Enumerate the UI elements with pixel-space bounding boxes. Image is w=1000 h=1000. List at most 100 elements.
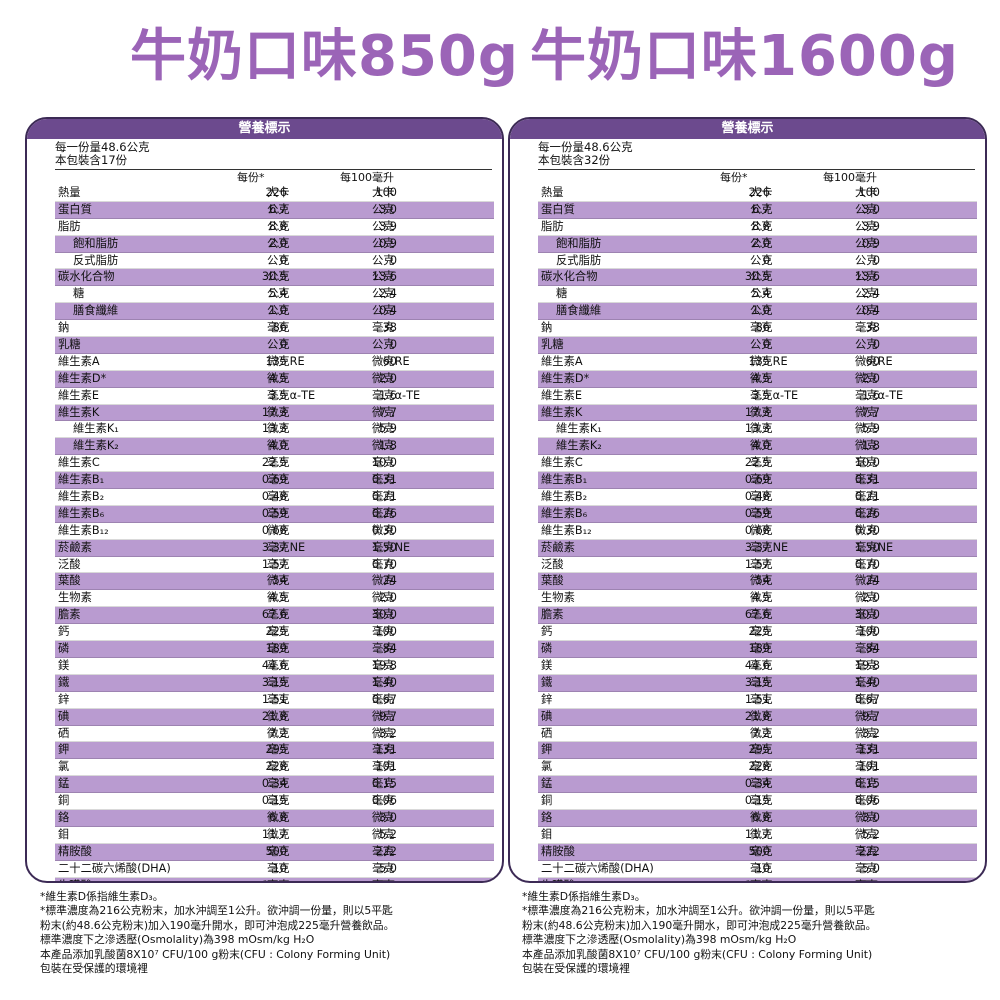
per-serving-unit: 毫克 [750,490,773,504]
nutrient-name: 熱量 [541,186,564,199]
per-100ml-unit: 公克 [372,219,395,233]
per-100ml-unit: 微克 [372,810,395,824]
per-100ml-unit: 毫克 [855,625,878,639]
per-100ml-unit: 公克 [855,304,878,318]
per-serving-value: 226 [748,186,770,199]
per-serving-value: 7.2 [752,726,770,740]
per-100ml-unit: 微克 [372,439,395,453]
nutrient-name: 硒 [541,726,553,740]
nutrition-panel-1600g: 營養標示 每一份量48.6公克 本包裝含32份 每份* 每100毫升 熱量 226 大卡 100… [508,117,987,883]
per-serving-value: 4.5 [269,591,287,605]
footnote-line: 粉末(約48.6公克粉末)加入190毫升開水，即可沖泡成225毫升營養飲品。 [40,918,395,932]
per-100ml-value: 0.67 [371,692,397,706]
per-serving-value: 54 [755,574,770,588]
per-100ml-unit: 微克 [855,574,878,588]
per-100ml-unit: 公克 [855,202,878,216]
per-serving-value: 1.0 [269,304,287,318]
nutrient-name: 維生素C [58,456,100,470]
nutrient-row: 碘 21.8 微克 9.7 微克 [538,708,977,726]
nutrient-name: 二十二碳六烯酸(DHA) [58,861,171,875]
per-serving-unit: 微克 [750,422,773,436]
per-serving-unit: 毫克 [750,777,773,791]
per-100ml-value: 7.7 [862,405,880,419]
nutrient-row: 脂肪 8.8 公克 3.9 公克 [538,218,977,236]
footnote-line: 本產品添加乳酸菌8X10⁷ CFU/100 g粉末(CFU : Colony F… [522,947,873,961]
nutrient-name: 維生素B₂ [541,490,588,504]
nutrient-name: 脂肪 [541,219,564,233]
per-serving-unit: 微克 [750,405,773,419]
per-serving-unit: 微克 [750,591,773,605]
per-100ml-value: 2.0 [862,371,880,385]
per-serving-unit: 毫克 [750,743,773,757]
per-serving-value: 226 [265,186,287,199]
per-100ml-value: 100 [375,625,397,639]
footnote-line: 粉末(約48.6公克粉末)加入190毫升開水，即可沖泡成225毫升營養飲品。 [522,918,877,932]
nutrient-name: 碘 [58,709,70,723]
per-serving-unit: 毫克 [267,777,290,791]
per-serving-value: 0.34 [744,777,770,791]
per-100ml-unit: 微克 [855,810,878,824]
nutrient-row: 維生素B₁₂ 0.68 微克 0.30 微克 [538,522,977,540]
per-serving-value: 10 [755,861,770,875]
nutrient-row: 鋅 1.51 毫克 0.67 毫克 [55,691,494,709]
nutrient-row: 維生素E 3.5 毫克α-TE 1.6 毫克α-TE [538,387,977,405]
per-100ml-value: 19.8 [371,658,397,672]
nutrient-row: 鉀 295 毫克 131 毫克 [538,742,977,760]
per-100ml-unit: 微克 [855,405,878,419]
per-100ml-value: 0.26 [371,506,397,520]
per-serving-unit: 公克 [750,304,773,318]
nutrient-name: 泛酸 [58,557,81,571]
nutrient-row: 維生素B₂ 0.48 毫克 0.21 毫克 [538,489,977,506]
per-serving-value: 86 [272,321,287,335]
per-100ml-unit: 微克 [855,439,878,453]
per-100ml-value: 38 [382,321,397,335]
per-100ml-value: 0.30 [854,523,880,537]
per-100ml-value: 3.9 [862,219,880,233]
nutrient-name: 飽和脂肪 [556,236,602,250]
nutrient-row: 維生素B₆ 0.59 毫克 0.26 毫克 [538,505,977,523]
per-serving-value: 1.51 [744,692,770,706]
per-100ml-unit: 毫克 [855,642,878,656]
per-serving-unit: 毫克 [750,794,773,808]
per-serving-unit: 微克 [267,371,290,385]
per-100ml-value: 1.8 [379,439,397,453]
per-serving-unit: 毫克 [750,760,773,774]
nutrient-row: 膽素 67.6 毫克 30.0 毫克 [55,607,494,625]
nutrient-name: 鎂 [58,658,70,672]
nutrient-row: 鋅 1.51 毫克 0.67 毫克 [538,691,977,709]
nutrient-name: 二十二碳六烯酸(DHA) [541,861,654,875]
per-100ml-unit: 毫克 [855,878,878,881]
nutrient-row: 鉻 6.8 微克 3.0 微克 [538,809,977,827]
nutrient-name: 精胺酸 [541,844,575,858]
per-100ml-unit: 毫克 [855,794,878,808]
per-100ml-value: 10.0 [371,456,397,470]
nutrient-name: 蛋白質 [541,202,575,216]
header-bar [27,119,502,139]
nutrient-name: 維生素K₂ [556,439,602,453]
serving-info: 每一份量48.6公克 本包裝含32份 [538,141,633,167]
per-100ml-value: 3.2 [862,726,880,740]
per-100ml-unit: 毫克 [372,557,395,571]
nutrient-name: 鐵 [58,675,70,689]
nutrient-name: 鈉 [58,321,70,335]
per-serving-unit: 毫克 [267,625,290,639]
per-serving-unit: 毫克NE [750,540,789,554]
per-serving-value: 44.6 [261,658,287,672]
nutrient-name: 鉬 [58,827,70,841]
per-serving-unit: 毫克 [267,878,290,881]
nutrient-name: 碘 [541,709,553,723]
nutrient-row: 膳食纖維 1.0 公克 0.4 公克 [55,303,494,321]
per-serving-unit: 毫克 [267,473,290,487]
nutrient-name: 維生素B₆ [58,506,105,520]
per-serving-unit: 毫克α-TE [750,388,799,402]
nutrient-name: 蛋白質 [58,202,92,216]
per-serving-value: 0.48 [261,490,287,504]
per-100ml-value: 9.7 [379,709,397,723]
nutrient-name: 菸鹼素 [541,540,575,554]
per-100ml-value: 3.2 [379,726,397,740]
footnote-line: *標準濃度為216公克粉末，加水沖調至1公升。欲沖調一份量，則以5平匙 [522,904,875,918]
per-serving-unit: 毫克 [267,456,290,470]
per-100ml-unit: 毫克 [855,658,878,672]
nutrient-name: 鈣 [58,625,70,639]
nutrient-name: 維生素B₁₂ [58,523,109,537]
